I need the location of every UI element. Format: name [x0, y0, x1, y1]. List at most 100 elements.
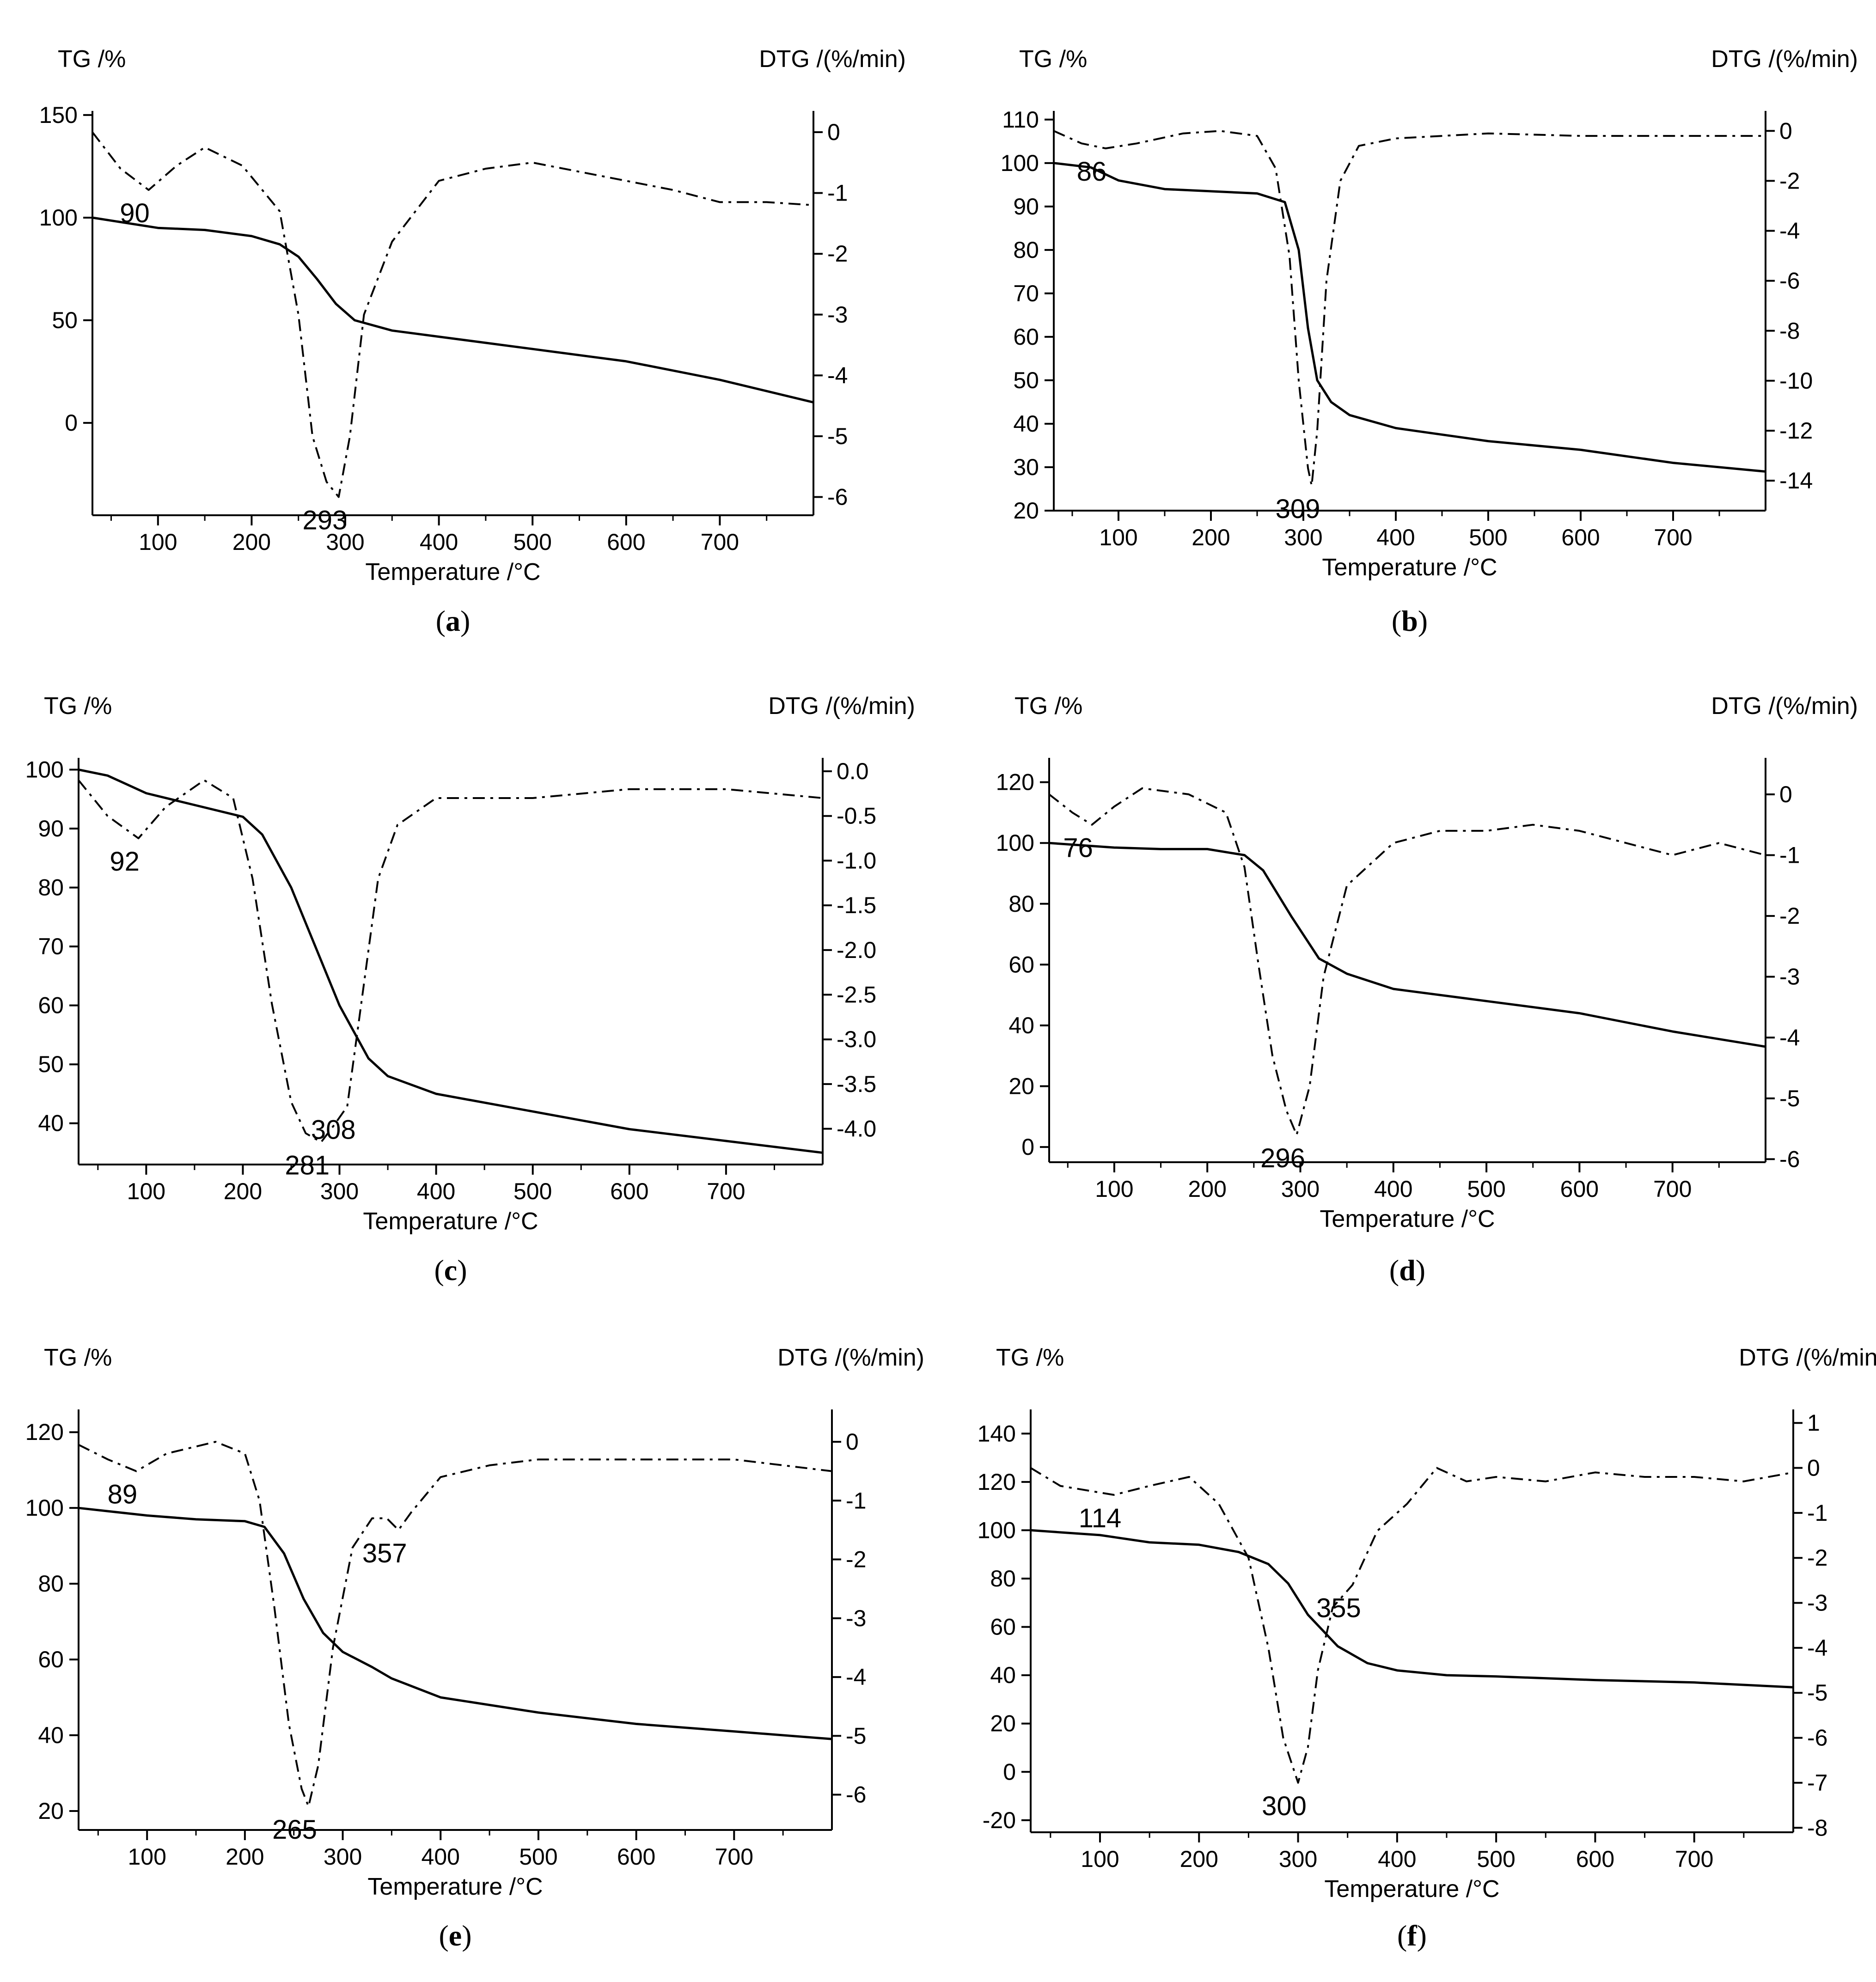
peak-label: 308 [311, 1115, 356, 1145]
dtg-tick-label: -14 [1779, 468, 1813, 494]
x-tick-label: 600 [1576, 1846, 1614, 1872]
tg-axis-title: TG /% [1014, 693, 1082, 720]
tg-tick-label: 40 [990, 1662, 1016, 1688]
panel-a: 100 200 300 400 500 600 700 0 50 100 150 0 -1 -2 -3 -4 -… [39, 46, 906, 637]
x-tick-label: 600 [617, 1844, 655, 1870]
dtg-tick-label: -2.0 [837, 937, 876, 963]
tg-tick-label: 80 [1008, 891, 1034, 917]
tg-tick-label: 60 [1008, 951, 1034, 977]
tg-axis-title: TG /% [1019, 46, 1087, 73]
tg-tick-label: 70 [38, 933, 64, 959]
dtg-tick-label: -1 [1807, 1500, 1827, 1526]
tg-tick-label: 70 [1013, 281, 1039, 306]
dtg-tick-label: -6 [1807, 1725, 1827, 1751]
x-tick-label: 200 [1180, 1846, 1218, 1872]
peak-label: 293 [302, 506, 347, 536]
x-tick-label: 300 [326, 529, 364, 555]
x-tick-label: 600 [1561, 524, 1600, 550]
dtg-axis-title: DTG /(%/min) [759, 46, 906, 73]
x-tick-label: 200 [224, 1178, 262, 1204]
tg-tick-label: 100 [25, 1495, 64, 1521]
x-tick-label: 400 [417, 1178, 455, 1204]
dtg-curve [1053, 130, 1766, 487]
tg-axis-title: TG /% [58, 46, 126, 73]
x-tick-label: 300 [320, 1178, 359, 1204]
x-tick-label: 700 [1654, 524, 1692, 550]
tg-tick-label: 20 [990, 1711, 1016, 1737]
dtg-tick-label: -2 [1807, 1545, 1827, 1571]
panel-caption: (a) [436, 604, 471, 637]
tg-tick-label: 140 [978, 1421, 1016, 1446]
tg-curve [78, 1506, 832, 1740]
dtg-tick-label: 0 [846, 1429, 859, 1455]
x-tick-label: 500 [519, 1844, 557, 1870]
dtg-tick-label: -3 [1807, 1590, 1827, 1616]
tg-tick-label: 90 [38, 816, 64, 842]
tg-curve [1030, 1529, 1794, 1689]
peak-label: 92 [110, 847, 140, 877]
tg-tick-label: 60 [38, 1647, 64, 1672]
dtg-tick-label: -3 [827, 302, 848, 328]
tg-curve [78, 768, 823, 1154]
x-tick-label: 700 [707, 1178, 745, 1204]
dtg-curve [78, 779, 823, 1143]
tg-curve [1049, 842, 1766, 1048]
x-tick-label: 100 [1081, 1846, 1119, 1872]
tg-tick-label: 60 [990, 1614, 1016, 1640]
x-tick-label: 500 [1477, 1846, 1515, 1872]
tg-tick-label: 0 [1003, 1759, 1016, 1785]
x-tick-label: 700 [1675, 1846, 1713, 1872]
x-tick-label: 500 [1469, 524, 1507, 550]
dtg-tick-label: -0.5 [837, 803, 876, 829]
x-tick-label: 100 [127, 1178, 165, 1204]
tg-tick-label: 20 [38, 1798, 64, 1824]
dtg-axis-title: DTG /(%/min) [1711, 693, 1858, 720]
tg-curve [92, 216, 814, 404]
dtg-tick-label: -2 [1779, 168, 1800, 194]
x-axis-title: Temperature /°C [363, 1208, 538, 1235]
x-tick-label: 100 [1095, 1176, 1133, 1202]
tg-tick-label: 100 [1001, 150, 1039, 176]
dtg-tick-label: 0 [1779, 118, 1792, 144]
tg-axis-title: TG /% [996, 1344, 1064, 1371]
panel-caption: (e) [439, 1919, 471, 1952]
dtg-axis-title: DTG /(%/min) [1711, 46, 1858, 73]
tg-tick-label: 80 [38, 1571, 64, 1597]
dtg-tick-label: -3.5 [837, 1071, 876, 1097]
panel-d: 100 200 300 400 500 600 700 0 20 40 60 80 100 120 0 -1 -… [996, 693, 1858, 1287]
panel-e: 100 200 300 400 500 600 700 20 40 60 80 100 120 0 -1 -2… [25, 1344, 924, 1952]
panel-c: 100 200 300 400 500 600 700 40 50 60 70 80 90 100 0.0 -… [25, 693, 915, 1287]
tg-tick-label: 0 [1021, 1134, 1034, 1160]
dtg-curve [78, 1441, 832, 1808]
dtg-curve [1030, 1467, 1794, 1784]
tg-tick-label: 90 [1013, 194, 1039, 220]
peak-label: 90 [120, 198, 150, 228]
dtg-tick-label: -3.0 [837, 1026, 876, 1052]
dtg-tick-label: 0 [1807, 1455, 1820, 1481]
panel-b: 100 200 300 400 500 600 700 20 30 40 50 60 70 80 90 100… [1001, 46, 1858, 637]
x-tick-label: 100 [1099, 524, 1137, 550]
tg-tick-label: 150 [39, 102, 78, 128]
x-tick-label: 400 [1378, 1846, 1416, 1872]
tg-tick-label: 80 [38, 875, 64, 901]
x-axis-title: Temperature /°C [365, 559, 540, 585]
x-tick-label: 100 [139, 529, 177, 555]
dtg-tick-label: -1 [846, 1488, 866, 1513]
tg-tick-label: 30 [1013, 454, 1039, 480]
tg-tick-label: 50 [1013, 367, 1039, 393]
x-tick-label: 300 [324, 1844, 362, 1870]
x-tick-label: 300 [1279, 1846, 1317, 1872]
x-tick-label: 400 [1374, 1176, 1412, 1202]
dtg-tick-label: -4 [1779, 1025, 1800, 1050]
x-tick-label: 600 [1560, 1176, 1599, 1202]
x-tick-label: 500 [513, 1178, 552, 1204]
dtg-axis-title: DTG /(%/min) [768, 693, 915, 720]
x-tick-label: 400 [420, 529, 458, 555]
panel-f: 100 200 300 400 500 600 700-200204060801001201… [978, 1344, 1876, 1952]
dtg-tick-label: 1 [1807, 1410, 1820, 1436]
tg-tick-label: 120 [978, 1469, 1016, 1495]
dtg-tick-label: -5 [1807, 1680, 1827, 1706]
dtg-tick-label: -3 [1779, 964, 1800, 990]
peak-label: 86 [1077, 157, 1107, 187]
